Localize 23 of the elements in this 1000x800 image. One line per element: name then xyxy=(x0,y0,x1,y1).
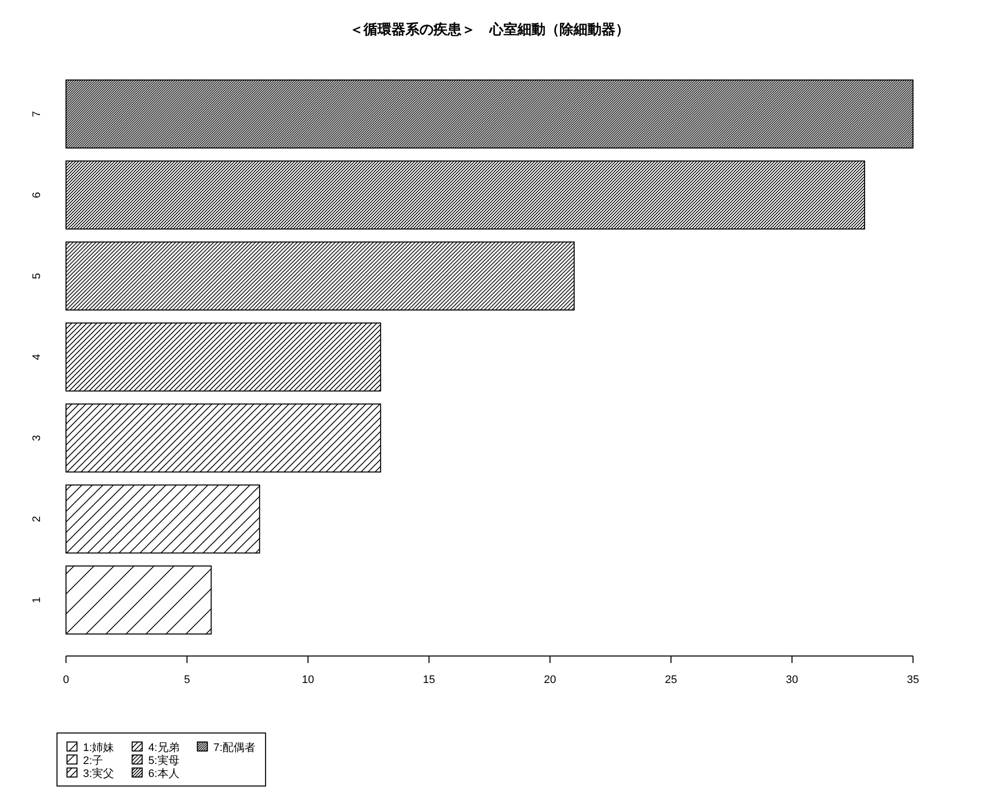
title: ＜循環器系の疾患＞ 心室細動（除細動器） xyxy=(350,21,630,37)
legend-label: 1:姉妹 xyxy=(83,742,114,754)
x-tick-label: 35 xyxy=(906,674,920,686)
category-label: 7 xyxy=(31,110,43,118)
x-tick-label: 0 xyxy=(62,674,70,686)
legend-label: 5:実母 xyxy=(148,755,180,767)
legend-label: 3:実父 xyxy=(83,768,114,780)
category-label: 2 xyxy=(31,516,43,522)
legend-label: 4:兄弟 xyxy=(148,742,180,754)
legend-label: 2:子 xyxy=(83,755,104,767)
category-label: 3 xyxy=(31,434,43,442)
x-tick-label: 20 xyxy=(544,674,556,686)
category-label: 1 xyxy=(31,596,43,604)
legend-label: 7:配偶者 xyxy=(213,742,256,754)
x-tick-label: 15 xyxy=(422,674,436,686)
x-tick-label: 30 xyxy=(786,674,798,686)
category-label: 4 xyxy=(31,354,43,360)
category-label: 5 xyxy=(31,272,43,280)
x-tick-label: 10 xyxy=(302,674,314,686)
x-tick-label: 5 xyxy=(184,674,190,686)
category-label: 6 xyxy=(31,192,43,198)
legend-label: 6:本人 xyxy=(148,768,180,780)
x-tick-label: 25 xyxy=(664,674,678,686)
